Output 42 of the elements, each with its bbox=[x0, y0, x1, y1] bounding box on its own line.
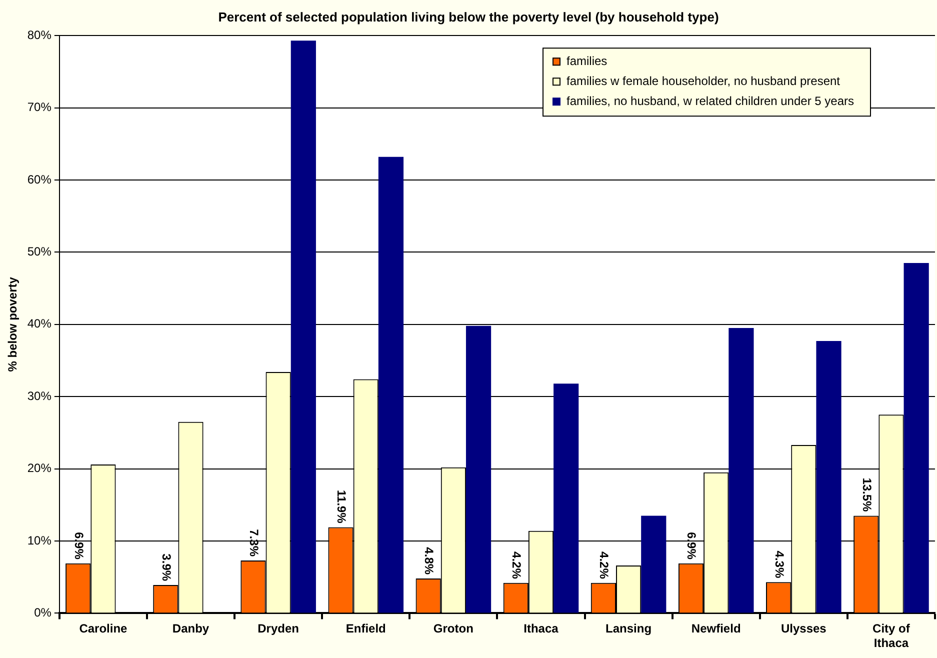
y-axis-title: % below poverty bbox=[6, 276, 20, 372]
y-tick-label: 40% bbox=[27, 316, 52, 331]
data-label: 4.2% bbox=[597, 552, 612, 580]
x-tick-label: Enfield bbox=[346, 622, 386, 636]
x-tick-label: Lansing bbox=[606, 622, 652, 636]
data-label: 3.9% bbox=[159, 554, 174, 582]
y-tick-label: 10% bbox=[27, 533, 52, 548]
data-label: 11.9% bbox=[334, 490, 348, 524]
y-tick-label: 70% bbox=[27, 100, 52, 114]
data-label: 4.8% bbox=[422, 547, 436, 575]
x-tick-label: Dryden bbox=[258, 622, 299, 636]
legend-label: families w female householder, no husband present bbox=[566, 74, 841, 88]
x-tick-label: Danby bbox=[172, 622, 210, 636]
data-label: 13.5% bbox=[860, 478, 874, 512]
y-tick-label: 80% bbox=[27, 28, 52, 42]
y-tick-label: 50% bbox=[27, 244, 52, 259]
legend-label: families bbox=[566, 54, 608, 68]
data-label: 4.3% bbox=[772, 550, 786, 578]
y-tick-label: 60% bbox=[27, 172, 52, 186]
x-tick-label: Groton bbox=[433, 622, 474, 636]
y-tick-label: 30% bbox=[27, 388, 52, 403]
x-tick-label: Newfield bbox=[691, 622, 741, 636]
legend-label: families, no husband, w related children under 5 years bbox=[566, 94, 854, 108]
data-label: 4.2% bbox=[510, 552, 524, 580]
data-label: 6.9% bbox=[72, 532, 86, 560]
bar bbox=[641, 516, 666, 613]
chart-title: Percent of selected population living below the poverty level (by household type) bbox=[218, 9, 719, 24]
bar bbox=[554, 384, 579, 613]
x-tick-label: City of Ithaca bbox=[872, 622, 911, 650]
data-label: 7.3% bbox=[246, 529, 261, 557]
bar bbox=[728, 328, 754, 613]
x-tick-label: Ulysses bbox=[780, 622, 827, 636]
bar bbox=[816, 341, 842, 613]
y-tick-label: 20% bbox=[27, 461, 52, 476]
x-tick-label: Caroline bbox=[79, 622, 128, 636]
bar bbox=[378, 156, 404, 613]
bar bbox=[466, 326, 492, 613]
data-label: 6.9% bbox=[684, 532, 699, 560]
bar bbox=[904, 263, 929, 613]
bar bbox=[290, 40, 316, 613]
y-tick-label: 0% bbox=[34, 606, 52, 620]
x-tick-label: Ithaca bbox=[524, 622, 559, 636]
